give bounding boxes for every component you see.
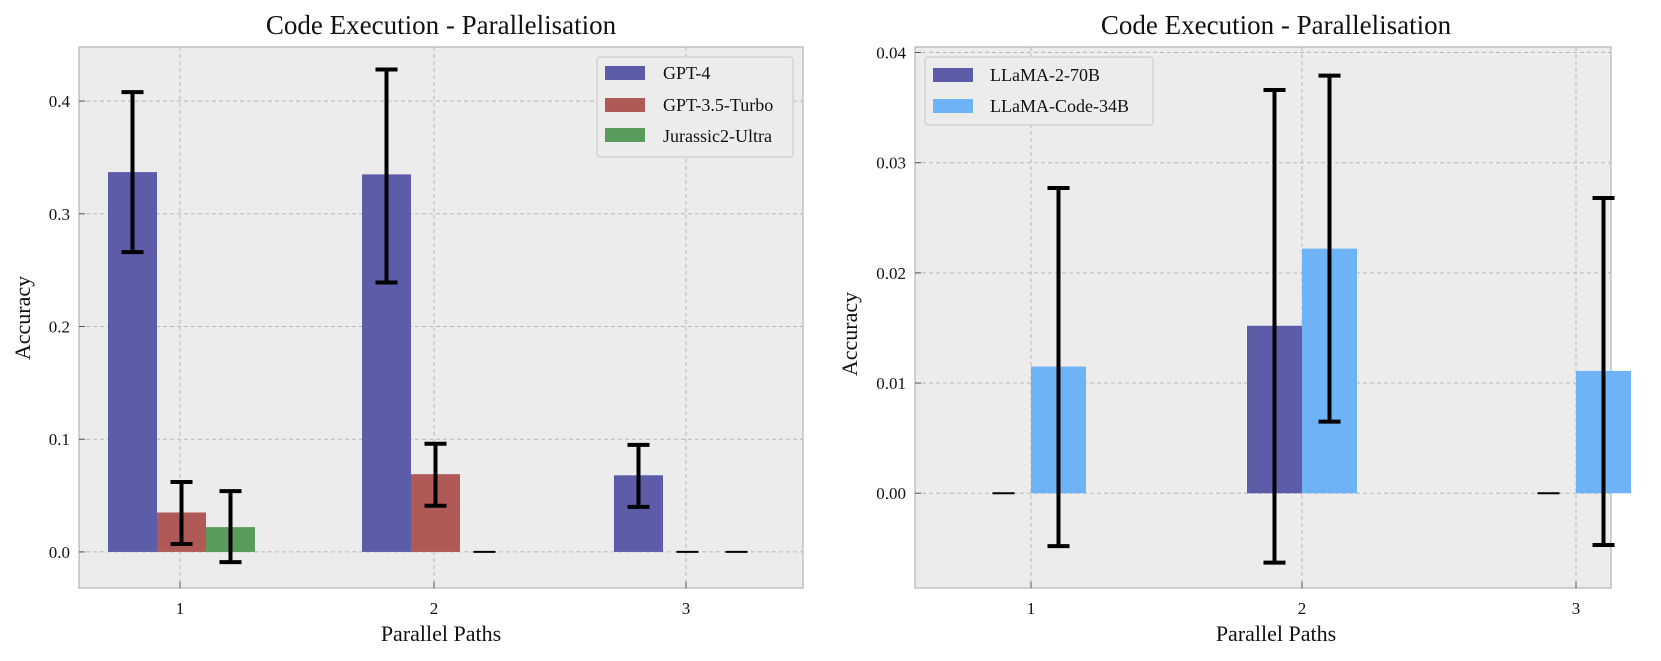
right-legend-box: [924, 56, 1154, 126]
legend-label-gpt35: GPT-3.5-Turbo: [663, 95, 773, 115]
x-tick-label: 1: [176, 599, 185, 618]
y-tick-label: 0.04: [876, 44, 906, 63]
legend-swatch-jurassic: [605, 128, 645, 142]
right-x-ticks: 1 2 3: [1027, 582, 1581, 618]
left-chart-panel: Code Execution - Parallelisation 0.00.10…: [10, 10, 804, 646]
legend-label-gpt4: GPT-4: [663, 63, 710, 83]
y-tick-label: 0.00: [876, 484, 906, 503]
left-legend: GPT-4 GPT-3.5-Turbo Jurassic2-Ultra: [596, 56, 794, 158]
y-tick-label: 0.0: [49, 543, 70, 562]
legend-swatch-gpt4: [605, 66, 645, 80]
y-tick-label: 0.01: [876, 374, 906, 393]
x-tick-label: 1: [1027, 599, 1036, 618]
legend-swatch-llamacode: [933, 99, 973, 113]
right-chart-title: Code Execution - Parallelisation: [1101, 10, 1452, 40]
y-tick-label: 0.3: [49, 205, 70, 224]
left-chart-title: Code Execution - Parallelisation: [266, 10, 617, 40]
left-error-bars: [121, 67, 748, 565]
x-tick-label: 2: [430, 599, 439, 618]
y-tick-label: 0.2: [49, 318, 70, 337]
x-tick-label: 2: [1298, 599, 1307, 618]
legend-label-jurassic: Jurassic2-Ultra: [663, 126, 772, 146]
right-chart-panel: Code Execution - Parallelisation 0.000.0…: [837, 10, 1631, 646]
right-y-axis-label: Accuracy: [837, 292, 862, 376]
y-tick-label: 0.03: [876, 154, 906, 173]
legend-label-llamacode: LLaMA-Code-34B: [990, 96, 1129, 116]
left-legend-box: [596, 56, 794, 158]
right-legend: LLaMA-2-70B LLaMA-Code-34B: [924, 56, 1154, 126]
left-y-axis-label: Accuracy: [10, 276, 35, 360]
right-y-ticks: 0.00 0.01 0.02 0.03 0.04: [876, 44, 921, 503]
y-tick-label: 0.4: [49, 92, 71, 111]
y-tick-label: 0.02: [876, 264, 906, 283]
y-tick-label: 0.1: [49, 430, 70, 449]
left-y-ticks: 0.0 0.1 0.2 0.3 0.4: [49, 92, 85, 562]
x-tick-label: 3: [682, 599, 691, 618]
x-tick-label: 3: [1572, 599, 1581, 618]
legend-swatch-gpt35: [605, 98, 645, 112]
left-x-ticks: 1 2 3: [176, 582, 691, 618]
right-error-bars: [992, 73, 1615, 565]
left-x-axis-label: Parallel Paths: [381, 621, 501, 646]
right-x-axis-label: Parallel Paths: [1216, 621, 1336, 646]
legend-swatch-llama2: [933, 68, 973, 82]
legend-label-llama2: LLaMA-2-70B: [990, 65, 1100, 85]
right-plot-area: [914, 46, 1612, 589]
